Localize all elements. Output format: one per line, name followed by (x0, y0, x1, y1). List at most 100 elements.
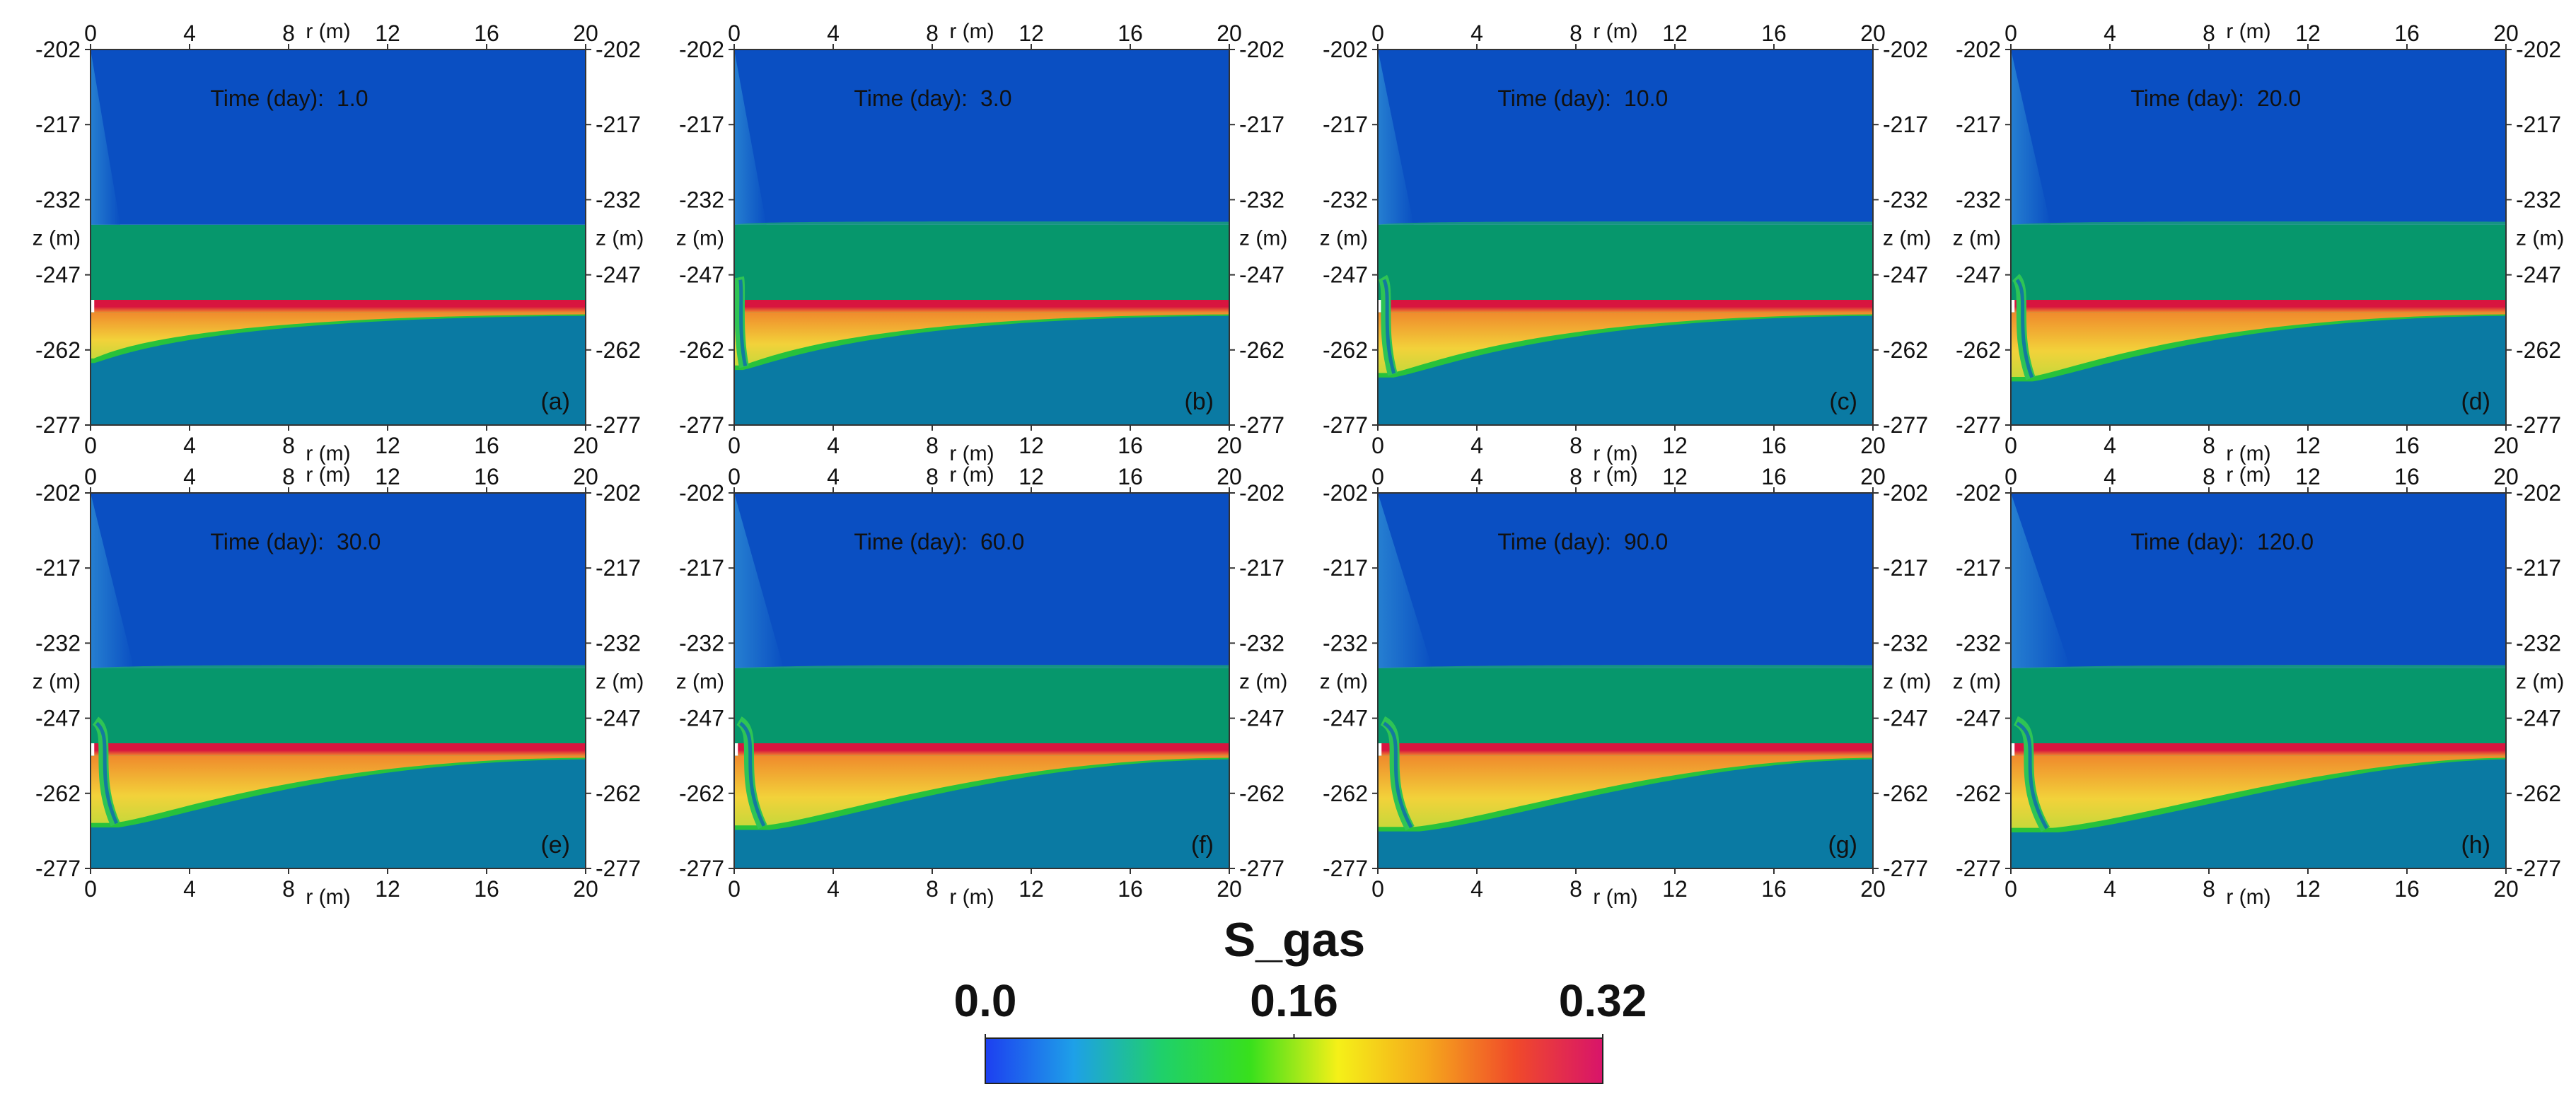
panel-frame (733, 492, 1230, 869)
r-tick-label-bottom: 12 (2295, 876, 2321, 902)
r-axis-label-bottom: r (m) (1593, 442, 1637, 465)
r-tick-label-bottom: 16 (1761, 876, 1787, 902)
middle-layer (91, 668, 586, 743)
panel-label: (e) (540, 832, 570, 859)
r-tick-label-bottom: 4 (827, 433, 840, 458)
r-tick-label-top: 20 (1860, 464, 1886, 489)
r-tick-label-bottom: 8 (926, 876, 939, 902)
r-tick-label-bottom: 8 (2203, 876, 2215, 902)
middle-layer-spread (2011, 665, 2506, 668)
r-tick-label-bottom: 8 (282, 876, 295, 902)
panel-h: 0 0 4 4 8 8 12 12 16 16 20 20 r (m) r (m) -202 -202 -217… (1953, 463, 2565, 909)
z-tick-label-right: -232 (1239, 630, 1284, 656)
z-tick-label-right: -262 (1239, 337, 1284, 363)
z-tick-label-left: -217 (679, 555, 724, 581)
middle-layer-spread (1378, 221, 1873, 225)
r-tick-label-bottom: 4 (2104, 433, 2116, 458)
plume-fan (2011, 755, 2506, 828)
saturation-field (734, 50, 1229, 425)
z-axis-label-right: z (m) (1883, 227, 1931, 250)
upper-layer (91, 493, 586, 668)
r-tick-label-bottom: 20 (1217, 876, 1242, 902)
panel-frame (90, 49, 586, 426)
r-tick-label-bottom: 12 (1019, 433, 1044, 458)
z-tick-label-left: -247 (1956, 706, 2001, 731)
z-tick-label-right: -277 (2516, 856, 2561, 881)
z-tick-label-left: -277 (35, 856, 81, 881)
z-tick-label-left: -262 (35, 337, 81, 363)
time-label: Time (day): (2130, 529, 2244, 554)
r-tick-label-bottom: 0 (1371, 876, 1384, 902)
middle-layer-spread (2011, 221, 2506, 225)
z-tick-label-right: -232 (1883, 187, 1928, 212)
z-tick-label-left: -247 (679, 262, 724, 288)
panel-c: 0 0 4 4 8 8 12 12 16 16 20 20 r (m) r (m) -202 -202 -217… (1320, 20, 1932, 465)
r-tick-label-top: 16 (2394, 464, 2420, 489)
plume-fan (2011, 312, 2506, 378)
r-tick-label-bottom: 20 (573, 876, 598, 902)
middle-layer (1378, 224, 1873, 300)
z-axis-label-right: z (m) (1239, 227, 1287, 250)
z-tick-label-right: -262 (1883, 337, 1928, 363)
r-tick-label-top: 20 (2493, 464, 2519, 489)
colorbar-gradient (985, 1037, 1603, 1084)
z-tick-label-right: -217 (1883, 112, 1928, 137)
r-axis-label-top: r (m) (306, 463, 350, 487)
middle-layer (734, 224, 1229, 300)
r-tick-label-top: 20 (1217, 21, 1242, 46)
time-label: Time (day): (854, 529, 968, 554)
r-tick-label-top: 16 (1761, 464, 1787, 489)
upper-layer (1378, 493, 1873, 668)
z-tick-label-left: -277 (1956, 856, 2001, 881)
panel-d: 0 0 4 4 8 8 12 12 16 16 20 20 r (m) r (m) -202 -202 -217… (1953, 20, 2565, 465)
z-tick-label-right: -247 (1239, 706, 1284, 731)
panel-f: 0 0 4 4 8 8 12 12 16 16 20 20 r (m) r (m) -202 -202 -217… (676, 463, 1288, 909)
time-value: 1.0 (337, 86, 368, 111)
z-tick-label-right: -247 (1239, 262, 1284, 288)
z-tick-label-right: -217 (2516, 555, 2561, 581)
r-axis-label-bottom: r (m) (2226, 442, 2270, 465)
panel-b: 0 0 4 4 8 8 12 12 16 16 20 20 r (m) r (m) -202 -202 -217… (676, 20, 1288, 465)
z-tick-label-left: -202 (35, 37, 81, 62)
r-tick-label-top: 0 (2004, 21, 2017, 46)
panels: 0 0 4 4 8 8 12 12 16 16 20 20 r (m) r (m) -202 -202 -217… (33, 20, 2565, 909)
r-tick-label-top: 8 (282, 464, 295, 489)
panel-label: (b) (1184, 388, 1214, 415)
z-tick-label-left: -202 (679, 37, 724, 62)
time-label: Time (day): (210, 86, 324, 111)
r-tick-label-top: 16 (1118, 464, 1143, 489)
r-tick-label-top: 12 (1662, 21, 1688, 46)
plume-fan (91, 755, 586, 823)
z-tick-label-left: -232 (1956, 187, 2001, 212)
z-tick-label-right: -217 (1239, 555, 1284, 581)
r-tick-label-bottom: 8 (926, 433, 939, 458)
colorbar-tick-label: 0.32 (1559, 975, 1647, 1026)
z-tick-label-left: -202 (679, 480, 724, 506)
well-column-core (1383, 721, 1413, 829)
r-tick-label-top: 0 (84, 464, 97, 489)
z-axis-label-left: z (m) (33, 670, 81, 694)
z-tick-label-right: -202 (1883, 37, 1928, 62)
r-tick-label-top: 0 (1371, 464, 1384, 489)
diffuse-wedge (91, 50, 120, 225)
r-axis-label-bottom: r (m) (1593, 885, 1637, 909)
z-tick-label-right: -247 (2516, 262, 2561, 288)
z-axis-label-left: z (m) (1953, 227, 2001, 250)
r-tick-label-bottom: 16 (1761, 433, 1787, 458)
gas-band (94, 300, 586, 313)
r-tick-label-bottom: 4 (1470, 876, 1483, 902)
z-tick-label-right: -262 (596, 781, 641, 806)
well-column-core (738, 279, 748, 366)
r-tick-label-bottom: 4 (183, 433, 196, 458)
z-tick-label-left: -247 (35, 706, 81, 731)
middle-layer (91, 224, 586, 300)
r-tick-label-top: 20 (573, 21, 598, 46)
r-tick-label-top: 8 (1570, 21, 1582, 46)
z-tick-label-right: -277 (596, 412, 641, 438)
z-tick-label-left: -262 (679, 337, 724, 363)
plume-fan (734, 312, 1229, 366)
z-tick-label-right: -232 (596, 630, 641, 656)
colorbar-tick-label: 0.0 (954, 975, 1017, 1026)
middle-layer-spread (1378, 665, 1873, 668)
z-axis-label-right: z (m) (1883, 670, 1931, 694)
